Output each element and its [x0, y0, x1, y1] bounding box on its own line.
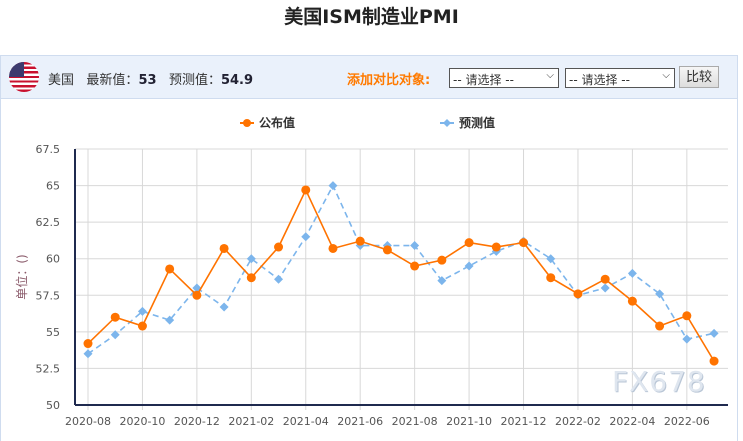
y-tick-label: 65 — [46, 180, 60, 193]
data-point-actual — [219, 243, 229, 253]
y-tick-label: 62.5 — [36, 216, 61, 229]
info-bar: 美国 最新值：53 预测值：54.9 添加对比对象: -- 请选择 -- ⌵ --… — [1, 56, 737, 99]
y-tick-label: 57.5 — [36, 289, 61, 302]
data-point-actual — [246, 273, 256, 283]
legend-marker-circle — [243, 119, 251, 127]
legend-marker-diamond — [443, 119, 451, 127]
y-tick-label: 55 — [46, 326, 60, 339]
data-point-actual — [274, 242, 284, 252]
data-point-actual — [110, 312, 120, 322]
data-point-actual — [627, 296, 637, 306]
watermark: FX678 — [612, 365, 706, 398]
compare-select-2[interactable]: -- 请选择 -- ⌵ — [565, 68, 675, 88]
data-point-actual — [519, 238, 529, 248]
chevron-down-icon: ⌵ — [546, 70, 554, 81]
x-tick-label: 2021-06 — [337, 415, 383, 428]
select-value: -- 请选择 -- — [453, 73, 514, 87]
data-point-forecast — [546, 254, 556, 264]
data-point-forecast — [627, 268, 637, 278]
data-point-forecast — [464, 261, 474, 271]
data-point-forecast — [437, 276, 447, 286]
data-point-actual — [301, 185, 311, 195]
data-point-forecast — [301, 232, 311, 242]
data-point-actual — [573, 289, 583, 299]
y-tick-label: 52.5 — [36, 362, 61, 375]
data-point-forecast — [137, 306, 147, 316]
data-point-forecast — [83, 349, 93, 359]
data-point-actual — [410, 261, 420, 271]
x-tick-label: 2021-10 — [446, 415, 492, 428]
compare-select-1[interactable]: -- 请选择 -- ⌵ — [449, 68, 559, 88]
latest-value: 53 — [138, 73, 157, 88]
x-tick-label: 2020-08 — [65, 415, 111, 428]
y-tick-label: 60 — [46, 253, 60, 266]
data-point-actual — [491, 242, 501, 252]
page-title: 美国ISM制造业PMI — [284, 6, 459, 28]
data-point-actual — [655, 321, 665, 331]
x-tick-label: 2021-12 — [501, 415, 547, 428]
select-value: -- 请选择 -- — [569, 73, 630, 87]
y-axis-label: 单位：() — [14, 254, 29, 299]
y-tick-label: 50 — [46, 399, 60, 412]
x-tick-label: 2020-12 — [174, 415, 220, 428]
x-tick-label: 2021-04 — [283, 415, 329, 428]
x-tick-label: 2022-06 — [664, 415, 710, 428]
data-point-forecast — [246, 254, 256, 264]
data-point-forecast — [328, 181, 338, 191]
forecast-value: 54.9 — [220, 73, 254, 88]
us-flag-icon — [9, 62, 39, 92]
x-tick-label: 2021-02 — [228, 415, 274, 428]
data-point-actual — [382, 245, 392, 255]
data-point-actual — [328, 243, 338, 253]
data-point-actual — [682, 311, 692, 321]
country-label: 美国 — [48, 73, 75, 88]
data-point-forecast — [655, 289, 665, 299]
data-point-actual — [355, 236, 365, 246]
forecast-label: 预测值： — [168, 73, 221, 88]
data-point-actual — [137, 321, 147, 331]
data-point-forecast — [165, 315, 175, 325]
legend-label: 公布值 — [259, 115, 295, 130]
y-tick-label: 67.5 — [36, 143, 61, 156]
chevron-down-icon: ⌵ — [662, 70, 670, 81]
data-point-actual — [165, 264, 175, 274]
data-point-actual — [83, 339, 93, 349]
data-point-forecast — [219, 302, 229, 312]
indicator-panel: 美国 最新值：53 预测值：54.9 添加对比对象: -- 请选择 -- ⌵ --… — [0, 55, 738, 441]
data-point-forecast — [274, 274, 284, 284]
compare-button[interactable]: 比较 — [679, 66, 719, 88]
compare-label: 添加对比对象: — [347, 73, 431, 88]
data-point-actual — [464, 238, 474, 248]
data-point-actual — [192, 290, 202, 300]
data-point-actual — [709, 356, 719, 366]
series-line-actual — [87, 188, 715, 362]
x-tick-label: 2020-10 — [119, 415, 165, 428]
x-tick-label: 2022-02 — [555, 415, 601, 428]
latest-label: 最新值： — [86, 73, 139, 88]
data-point-forecast — [410, 241, 420, 251]
series-line-forecast — [87, 183, 715, 355]
data-point-forecast — [709, 328, 719, 338]
data-point-actual — [437, 255, 447, 265]
data-point-forecast — [110, 330, 120, 340]
data-point-forecast — [682, 334, 692, 344]
data-point-actual — [546, 273, 556, 283]
summary: 美国 最新值：53 预测值：54.9 — [48, 69, 253, 88]
data-point-forecast — [600, 283, 610, 293]
x-tick-label: 2021-08 — [392, 415, 438, 428]
data-point-actual — [600, 274, 610, 284]
legend-label: 预测值 — [459, 115, 495, 130]
x-tick-label: 2022-04 — [609, 415, 655, 428]
